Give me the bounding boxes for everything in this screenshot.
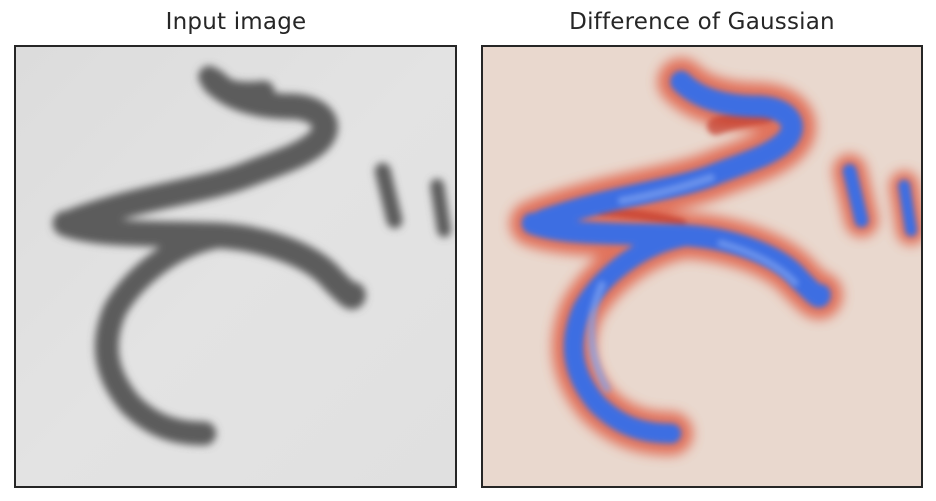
dog-image (483, 47, 921, 486)
input-image-panel: Input image (14, 9, 457, 488)
dog-image-title: Difference of Gaussian (569, 9, 835, 35)
dog-image-panel: Difference of Gaussian (468, 0, 936, 501)
input-image-frame (14, 45, 457, 488)
input-image (16, 47, 455, 486)
dog-image-frame (481, 45, 923, 488)
input-image-title: Input image (165, 9, 307, 35)
